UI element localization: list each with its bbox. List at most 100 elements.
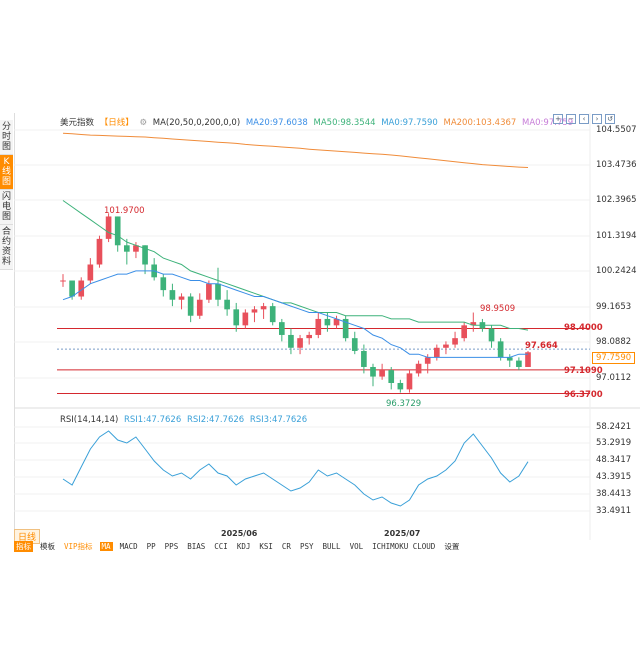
annotation-low: 96.3729 bbox=[386, 399, 422, 409]
candle-body bbox=[260, 306, 267, 310]
candle-body bbox=[251, 309, 258, 313]
chart-header: 美元指数 【日线】 ⚙ MA(20,50,0,200,0,0) MA20:97.… bbox=[60, 116, 576, 128]
ma200-line bbox=[62, 132, 529, 168]
price-axis-label: 100.2424 bbox=[596, 266, 637, 276]
candle-body bbox=[306, 334, 313, 339]
candle-body bbox=[497, 341, 504, 358]
candle-body bbox=[224, 299, 230, 310]
candle-body bbox=[443, 344, 449, 348]
settings-icon[interactable]: ⚙ bbox=[139, 118, 148, 128]
candle-body bbox=[370, 366, 376, 377]
tab-kline[interactable]: K线图 bbox=[0, 155, 13, 190]
rsi-axis-label: 43.3915 bbox=[596, 472, 632, 482]
candle-body bbox=[315, 318, 322, 335]
rsi-header: RSI(14,14,14) RSI1:47.7626 RSI2:47.7626 … bbox=[60, 415, 310, 425]
rsi-line bbox=[62, 430, 529, 507]
scroll-right-icon[interactable]: › bbox=[592, 114, 602, 124]
price-axis-label: 99.1653 bbox=[596, 302, 632, 312]
tb-kdj[interactable]: KDJ bbox=[236, 542, 251, 551]
reset-icon[interactable]: ↺ bbox=[605, 114, 615, 124]
rsi-title[interactable]: RSI(14,14,14) bbox=[60, 415, 119, 425]
candle-body bbox=[379, 370, 385, 377]
price-axis-label: 102.3965 bbox=[596, 195, 637, 205]
candle-body bbox=[69, 280, 75, 297]
tb-vol[interactable]: VOL bbox=[349, 542, 364, 551]
ma0-value: MA0:97.7590 bbox=[381, 118, 438, 128]
candle-body bbox=[342, 318, 349, 339]
candle-body bbox=[215, 283, 221, 300]
candle-body bbox=[333, 318, 340, 326]
tab-contract-info[interactable]: 合约资料 bbox=[0, 225, 13, 270]
candle-body bbox=[452, 338, 458, 345]
tb-pps[interactable]: PPS bbox=[164, 542, 179, 551]
tab-timeshare[interactable]: 分时图 bbox=[0, 120, 13, 155]
date-label-july: 2025/07 bbox=[384, 529, 421, 538]
rsi-axis-label: 58.2421 bbox=[596, 422, 632, 432]
candle-body bbox=[324, 318, 331, 326]
candle-body bbox=[178, 296, 185, 300]
ma50-value: MA50:98.3544 bbox=[313, 118, 376, 128]
candle-body bbox=[388, 370, 395, 383]
annotation-high: 101.9700 bbox=[104, 206, 145, 216]
candle-body bbox=[269, 306, 276, 323]
candle-body bbox=[461, 325, 468, 339]
tb-pp[interactable]: PP bbox=[146, 542, 156, 551]
candle-body bbox=[123, 245, 130, 252]
candle-body bbox=[361, 350, 367, 367]
candle-body bbox=[278, 322, 285, 335]
period-label[interactable]: 【日线】 bbox=[99, 118, 134, 128]
tb-bull[interactable]: BULL bbox=[322, 542, 341, 551]
rsi-axis-label: 48.3417 bbox=[596, 455, 632, 465]
tab-flash[interactable]: 闪电图 bbox=[0, 190, 13, 225]
ma50-line bbox=[62, 200, 529, 331]
tb-macd[interactable]: MACD bbox=[119, 542, 138, 551]
tb-settings[interactable]: 设置 bbox=[444, 542, 460, 551]
candle-body bbox=[187, 296, 194, 316]
chart-tools: + − ‹ › ↺ bbox=[553, 114, 615, 124]
candle-body bbox=[96, 238, 103, 265]
price-axis-label: 103.4736 bbox=[596, 160, 637, 170]
tb-template[interactable]: 模板 bbox=[40, 542, 55, 551]
tb-ichimoku[interactable]: ICHIMOKU CLOUD bbox=[372, 542, 436, 551]
annotation-last: 97.664 bbox=[525, 341, 558, 351]
level-label-97109: 97.1090 bbox=[564, 366, 603, 376]
chart-frame bbox=[14, 113, 640, 543]
tb-psy[interactable]: PSY bbox=[299, 542, 314, 551]
tb-cci[interactable]: CCI bbox=[214, 542, 228, 551]
current-price-tag: 97.7590 bbox=[592, 352, 636, 364]
candle-body bbox=[506, 357, 513, 361]
tb-ma[interactable]: MA bbox=[99, 542, 113, 551]
candle-body bbox=[516, 360, 522, 367]
candle-body bbox=[105, 216, 112, 239]
tb-bias[interactable]: BIAS bbox=[187, 542, 206, 551]
side-tabs: 分时图 K线图 闪电图 合约资料 bbox=[0, 120, 13, 270]
candle-body bbox=[78, 280, 85, 297]
ma200-value: MA200:103.4367 bbox=[443, 118, 517, 128]
rsi-axis-label: 53.2919 bbox=[596, 438, 632, 448]
zoom-out-icon[interactable]: − bbox=[566, 114, 576, 124]
zoom-in-icon[interactable]: + bbox=[553, 114, 563, 124]
scroll-left-icon[interactable]: ‹ bbox=[579, 114, 589, 124]
candle-body bbox=[415, 363, 422, 374]
candle-body bbox=[87, 264, 94, 281]
rsi1-value: RSI1:47.7626 bbox=[124, 415, 182, 425]
indicator-toolbar: 指标 模板 VIP指标 MA MACD PP PPS BIAS CCI KDJ … bbox=[14, 540, 640, 553]
tb-cr[interactable]: CR bbox=[281, 542, 291, 551]
ma-params[interactable]: MA(20,50,0,200,0,0) bbox=[152, 118, 241, 128]
candle-body bbox=[406, 373, 413, 390]
date-label-june: 2025/06 bbox=[221, 529, 258, 538]
ma20-value: MA20:97.6038 bbox=[245, 118, 308, 128]
instrument-title: 美元指数 bbox=[60, 118, 95, 128]
tb-vip[interactable]: VIP指标 bbox=[64, 542, 93, 551]
candle-body bbox=[397, 382, 404, 390]
candle-body bbox=[242, 312, 249, 326]
price-axis-label: 97.0112 bbox=[596, 373, 632, 383]
candle-body bbox=[160, 277, 167, 291]
candle-body bbox=[470, 322, 477, 326]
tb-ksi[interactable]: KSI bbox=[259, 542, 273, 551]
tb-indicators[interactable]: 指标 bbox=[14, 541, 33, 552]
rsi2-value: RSI2:47.7626 bbox=[186, 415, 245, 425]
candle-body bbox=[233, 309, 240, 326]
candle-body bbox=[288, 334, 294, 348]
